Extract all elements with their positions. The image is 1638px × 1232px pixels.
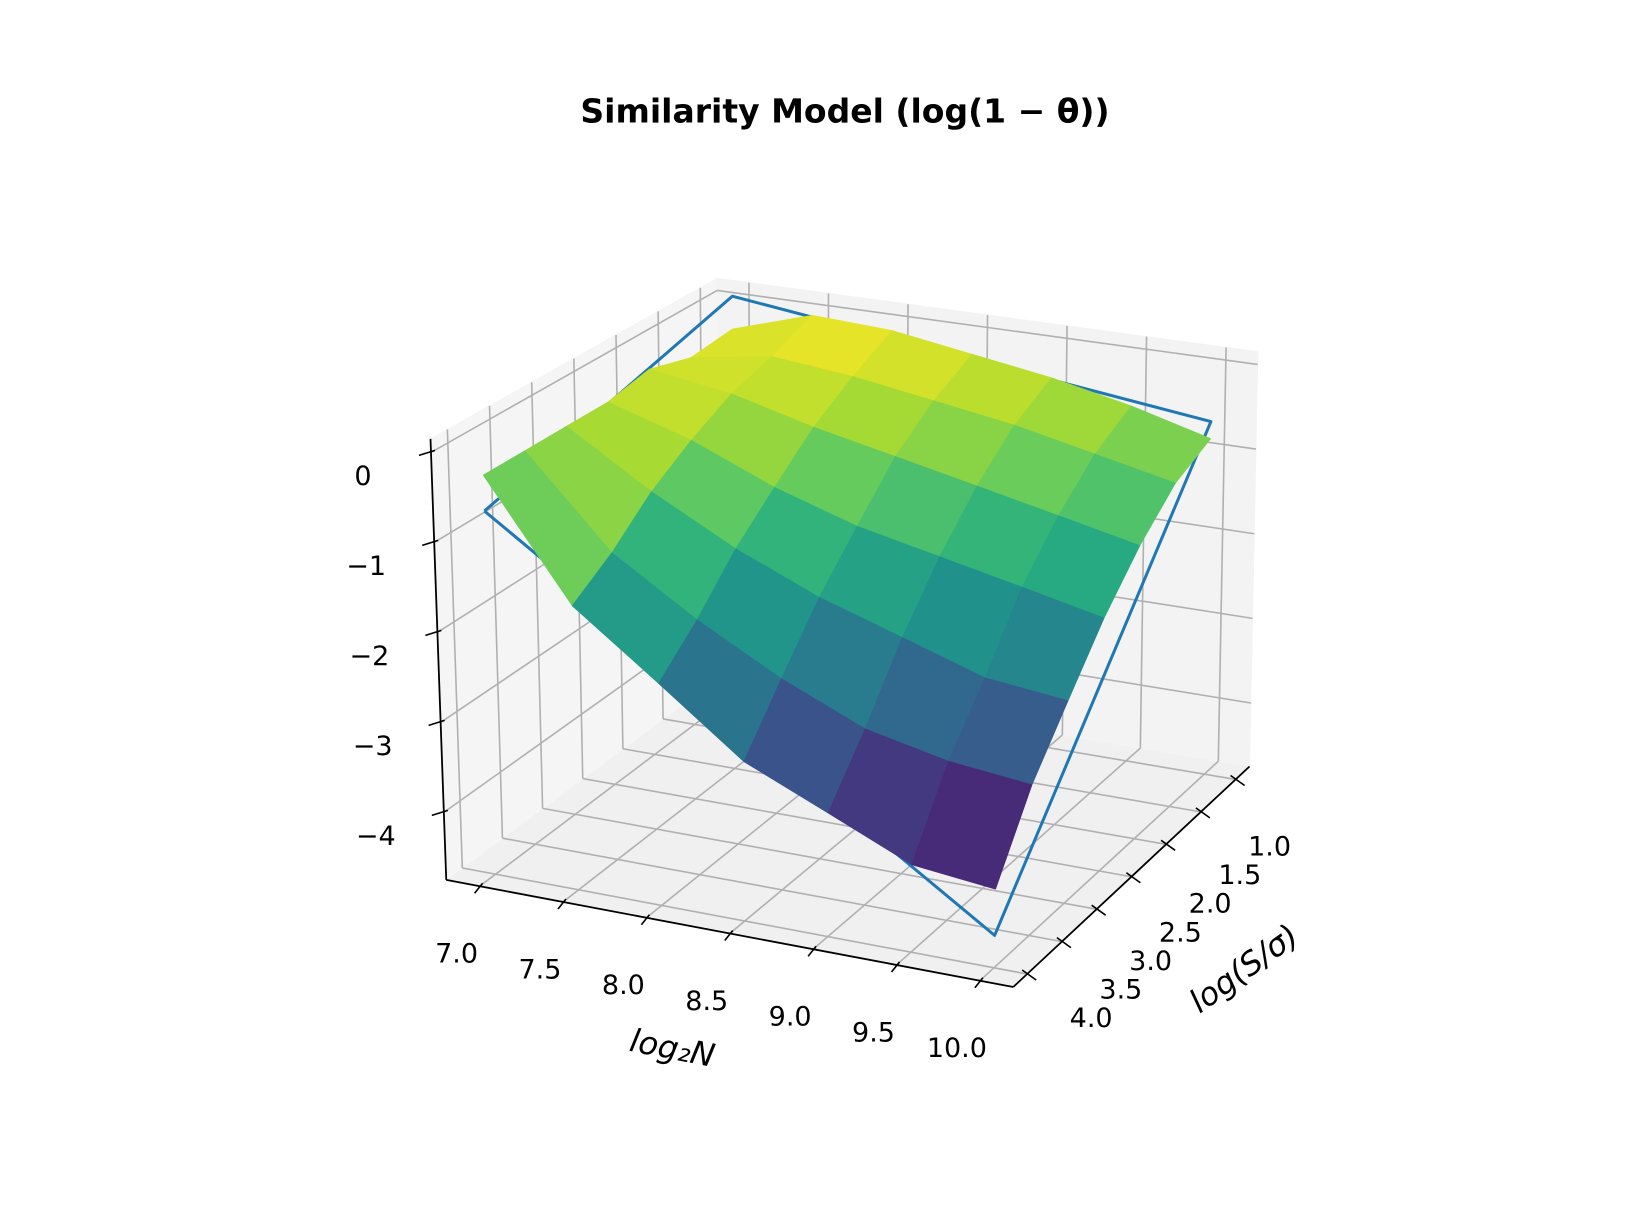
tick-label: 4.0	[1070, 1003, 1113, 1034]
tick-label: −1	[346, 551, 386, 582]
tick-label: 2.5	[1159, 917, 1202, 948]
tick-label: −2	[350, 641, 390, 672]
tick-label: 1.0	[1248, 831, 1291, 862]
tick-label: 7.5	[519, 954, 562, 985]
tick-label: 8.5	[685, 986, 728, 1017]
tick-label: 2.0	[1189, 889, 1232, 920]
chart-title: Similarity Model (log(1 − θ))	[580, 92, 1109, 131]
tick-label: 3.0	[1129, 946, 1172, 977]
x-axis-label: log₂N	[627, 1021, 718, 1075]
tick-label: −3	[353, 731, 393, 762]
tick-label: 1.5	[1218, 860, 1261, 891]
tick-label: 7.0	[435, 939, 478, 970]
tick-label: 3.5	[1099, 974, 1142, 1005]
tick-label: 10.0	[927, 1033, 987, 1064]
tick-label: 9.0	[769, 1002, 812, 1033]
tick-label: 0	[354, 461, 371, 492]
tick-label: 9.5	[852, 1017, 895, 1048]
tick-label: −4	[356, 821, 396, 852]
tick-label: 8.0	[602, 970, 645, 1001]
